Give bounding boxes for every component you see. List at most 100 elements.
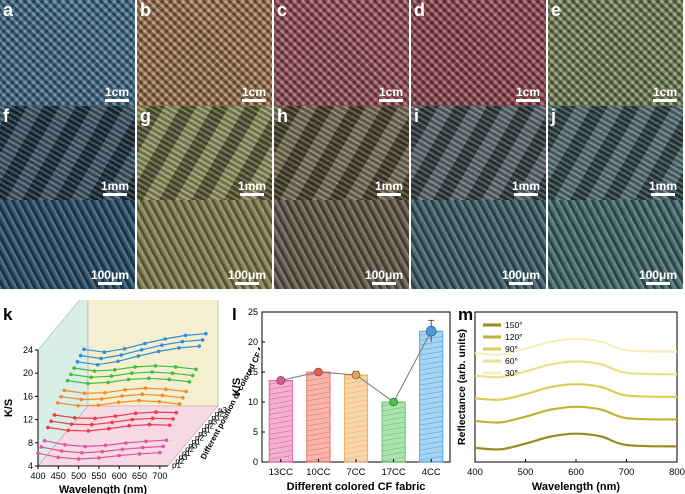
- bar-hatch: [269, 395, 293, 400]
- y-tick-label: 16: [23, 391, 33, 401]
- bar-hatch: [381, 446, 406, 452]
- scale-bar-line: [652, 99, 677, 102]
- fiber-micrograph-image: 100μm: [274, 200, 409, 289]
- series-point: [119, 353, 124, 357]
- position-label: p3: [198, 429, 207, 438]
- bar-hatch: [419, 450, 443, 456]
- series-point: [157, 399, 162, 404]
- position-label: p2: [195, 433, 204, 442]
- bar-hatch: [269, 410, 293, 415]
- series-point: [100, 449, 105, 454]
- scale-bar: 100μm: [91, 269, 129, 285]
- scale-bar-line: [371, 282, 396, 285]
- bar-hatch: [419, 360, 443, 366]
- position-label: p1: [192, 437, 201, 446]
- series-point: [143, 386, 148, 390]
- series-point: [110, 420, 114, 425]
- x-tick-label: 500: [518, 467, 534, 478]
- y-axis-title: Reflectance (arb. units): [456, 329, 468, 445]
- position-label: p1: [202, 426, 211, 435]
- position-label: p3: [179, 453, 188, 462]
- y-tick-label: 20: [23, 368, 33, 378]
- bar-hatch: [269, 440, 293, 445]
- fiber-micrograph-image: 100μm: [0, 200, 135, 289]
- bar-hatch: [344, 419, 368, 425]
- series-point: [141, 445, 145, 450]
- scale-bar-line: [378, 99, 403, 102]
- bar-hatch: [269, 425, 293, 430]
- scale-bar: 1mm: [512, 180, 540, 196]
- scale-bar: 100μm: [639, 269, 677, 285]
- series-line: [474, 405, 678, 424]
- bar-hatch: [419, 390, 443, 396]
- series-point: [167, 377, 171, 382]
- scale-bar-line: [234, 282, 259, 285]
- bar-hatch: [419, 425, 443, 431]
- mean-marker: [276, 376, 286, 385]
- position-label: p2: [215, 410, 224, 419]
- scale-bar-line: [104, 99, 129, 102]
- fabric-micrograph-image: f 1mm: [0, 106, 135, 200]
- mean-marker: [425, 325, 437, 337]
- bar-hatch: [344, 439, 368, 445]
- series-point: [46, 425, 50, 430]
- series-point: [103, 390, 107, 395]
- bar-hatch: [419, 440, 443, 446]
- series-point: [204, 331, 208, 336]
- series-point: [103, 443, 108, 448]
- bar-hatch: [306, 451, 331, 457]
- fabric-micrograph-image: g 1mm: [137, 106, 272, 200]
- bar-hatch: [344, 394, 368, 400]
- panel-label-b: b: [140, 0, 151, 20]
- series-point: [86, 429, 91, 433]
- series-point: [63, 442, 67, 447]
- x-tick-label: 600: [112, 471, 127, 481]
- position-label: p2: [205, 422, 214, 431]
- series-point: [143, 341, 147, 346]
- series-point: [99, 397, 104, 401]
- x-tick-label: 400: [467, 467, 483, 478]
- bar-hatch: [381, 421, 406, 427]
- bar-hatch: [306, 431, 331, 437]
- bar-hatch: [419, 385, 443, 391]
- series-point: [197, 344, 202, 348]
- series-point: [127, 423, 131, 428]
- y-axis-title: K/S: [3, 399, 15, 417]
- scale-bar: 1cm: [516, 86, 540, 102]
- bar-hatch: [306, 391, 331, 397]
- bar-hatch: [381, 411, 406, 417]
- scale-bar-label: 100μm: [227, 268, 266, 282]
- panel-label-i: i: [414, 106, 420, 126]
- scale-bar-label: 1cm: [652, 85, 677, 99]
- bar-hatch: [419, 405, 443, 411]
- series-line: [474, 360, 678, 379]
- fabric-photo-image: e 1cm: [548, 0, 683, 106]
- bar-hatch: [344, 449, 368, 455]
- scale-bar-line: [515, 99, 540, 102]
- y-tick-label: 15: [248, 367, 258, 377]
- series-point: [163, 337, 168, 341]
- y-tick-label: 25: [248, 307, 258, 317]
- series-point: [181, 396, 185, 400]
- series-point: [190, 373, 195, 378]
- bar-hatch: [269, 420, 293, 425]
- scale-bar: 100μm: [502, 269, 540, 285]
- series-point: [137, 398, 141, 403]
- series-point: [153, 363, 158, 368]
- bar-hatch: [306, 446, 331, 452]
- series-point: [97, 456, 101, 460]
- legend-label: 150°: [505, 320, 523, 330]
- scale-bar-label: 100μm: [364, 268, 403, 282]
- bar-hatch: [344, 434, 368, 440]
- series-point: [129, 371, 134, 376]
- fabric-photo-image: d 1cm: [411, 0, 546, 106]
- bar-hatch: [419, 370, 443, 376]
- bar-hatch: [344, 399, 368, 405]
- legend-label: 60°: [505, 356, 518, 366]
- fabric-photo-image: c 1cm: [274, 0, 409, 106]
- position-label: p2: [175, 457, 184, 466]
- series-point: [187, 379, 192, 384]
- bar-hatch: [306, 396, 331, 402]
- legend-label: 30°: [505, 368, 518, 378]
- position-label: p3: [188, 441, 197, 450]
